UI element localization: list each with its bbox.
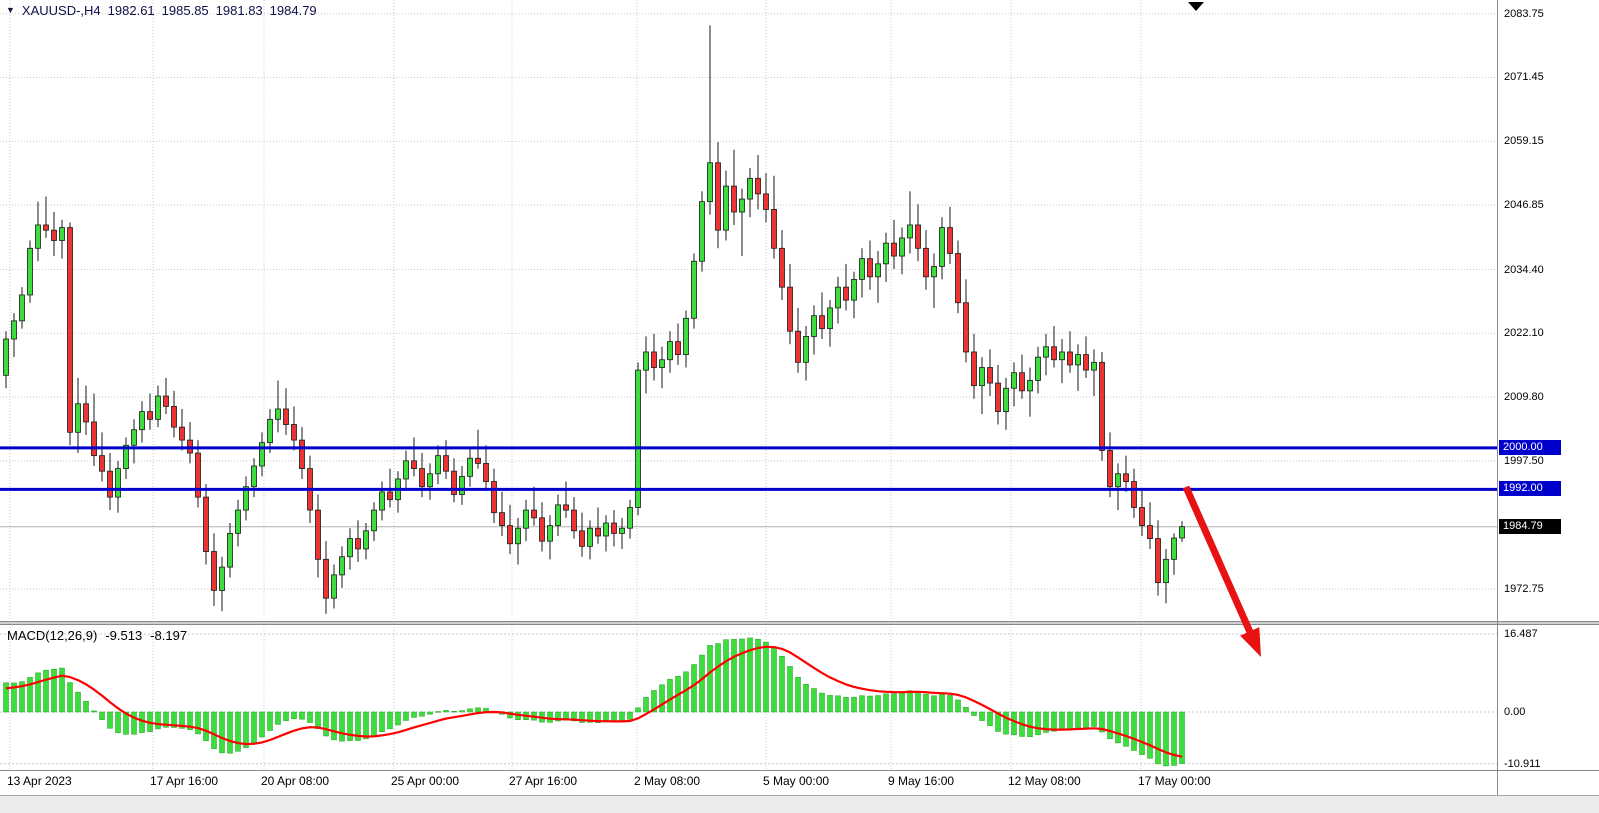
candlesticks <box>3 25 1185 614</box>
panel-splitter[interactable] <box>0 621 1599 625</box>
legend-high: 1985.85 <box>161 3 209 18</box>
level-price-tag[interactable]: 1992.00 <box>1499 481 1561 497</box>
macd-signal-value: -8.197 <box>150 628 188 643</box>
current-price-tag: 1984.79 <box>1499 518 1561 534</box>
bottom-scroll-strip[interactable] <box>0 795 1599 813</box>
legend-symbol-period: XAUUSD-,H4 <box>21 3 101 18</box>
macd-signal-line <box>5 645 1183 758</box>
legend-low: 1981.83 <box>215 3 263 18</box>
legend-close: 1984.79 <box>269 3 317 18</box>
horizontal-level-lines[interactable] <box>0 446 1497 491</box>
legend-open: 1982.61 <box>107 3 155 18</box>
level-price-tag[interactable]: 2000.00 <box>1499 439 1561 455</box>
gridlines <box>0 0 1497 770</box>
macd-current-value: -9.513 <box>105 628 143 643</box>
chart-legend: ▼ XAUUSD-,H4 1982.61 1985.85 1981.83 198… <box>6 3 317 18</box>
symbol-dropdown-icon[interactable]: ▼ <box>6 5 15 15</box>
trend-arrow[interactable] <box>1182 485 1255 637</box>
macd-legend: MACD(12,26,9) -9.513 -8.197 <box>7 628 187 643</box>
macd-histogram <box>3 637 1185 767</box>
chart-shift-marker-icon[interactable] <box>1188 2 1204 11</box>
macd-indicator-name: MACD(12,26,9) <box>7 628 98 643</box>
trend-arrow-head[interactable] <box>1240 627 1261 657</box>
